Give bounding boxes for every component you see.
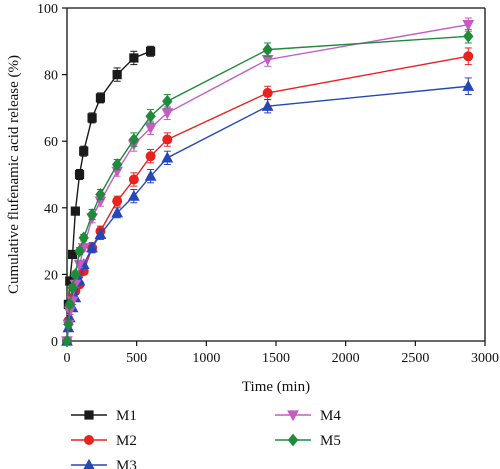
y-tick-label: 60 [44,135,58,150]
data-point [95,188,106,201]
data-point [162,134,173,145]
series-m5 [61,29,474,348]
data-point [462,80,475,91]
x-tick-label: 1500 [262,351,290,366]
data-point [261,99,274,111]
data-point [112,70,122,80]
legend-item-m1: M1 [71,408,137,424]
data-point [86,208,98,221]
data-point [70,206,80,216]
y-ticks: 0 20 40 60 80 100 [37,2,67,350]
legend-label: M5 [320,433,341,449]
data-point [87,113,97,123]
legend-label: M1 [116,408,137,424]
y-tick-label: 40 [44,202,58,217]
legend-label: M4 [320,408,341,424]
legend-marker [287,410,299,422]
data-point [463,29,474,43]
x-axis-label: Time (min) [242,379,310,395]
x-tick-label: 500 [126,351,147,366]
data-point [70,268,81,281]
data-point [144,169,157,181]
series-line [66,50,151,342]
data-point [79,146,89,156]
data-point [128,189,140,201]
legend-item-m5: M5 [275,433,341,449]
y-tick-label: 0 [51,335,58,350]
series-line [66,23,469,342]
data-point [144,123,157,135]
data-point [74,244,85,258]
y-tick-label: 20 [44,268,58,283]
data-point [64,298,76,311]
legend-item-m4: M4 [275,408,341,424]
data-point [162,94,173,108]
legend-label: M2 [116,433,137,449]
data-point [112,196,123,207]
data-point [61,334,73,348]
data-point [63,318,74,331]
data-point [95,93,106,103]
legend-marker [83,458,95,469]
data-point [74,169,85,180]
y-tick-label: 80 [44,69,58,84]
x-tick-label: 2500 [401,351,429,366]
legend: M1 M2 M3 M4 M5 [71,408,341,469]
data-point [129,53,139,63]
data-point [128,133,140,146]
data-point [145,151,156,162]
series-line [66,85,469,342]
legend-marker [84,410,94,420]
data-point [86,241,98,253]
series-layer [61,17,475,348]
y-tick-label: 100 [37,2,58,17]
x-ticks: 0 500 1000 1500 2000 2500 3000 [64,341,499,366]
data-point [67,281,78,295]
data-point [94,228,107,240]
data-point [462,20,475,31]
legend-label: M3 [116,458,137,469]
data-point [145,46,156,56]
x-tick-label: 3000 [471,351,499,366]
data-point [161,151,174,163]
series-m3 [61,77,475,346]
data-point [128,174,139,185]
x-tick-label: 2000 [332,351,360,366]
legend-marker [287,433,299,447]
data-point [262,43,273,56]
legend-marker [84,434,95,445]
legend-item-m2: M2 [71,433,137,449]
data-point [463,51,474,62]
data-point [111,158,123,171]
data-point [145,109,156,123]
legend-item-m3: M3 [71,458,137,469]
x-tick-label: 0 [64,351,71,366]
data-point [261,55,274,66]
data-point [262,87,273,98]
data-point [161,108,174,120]
data-point [78,231,89,245]
data-point [111,206,124,218]
y-axis-label: Cumulative flufenamic acid release (%) [6,55,22,294]
x-tick-label: 1000 [192,351,220,366]
